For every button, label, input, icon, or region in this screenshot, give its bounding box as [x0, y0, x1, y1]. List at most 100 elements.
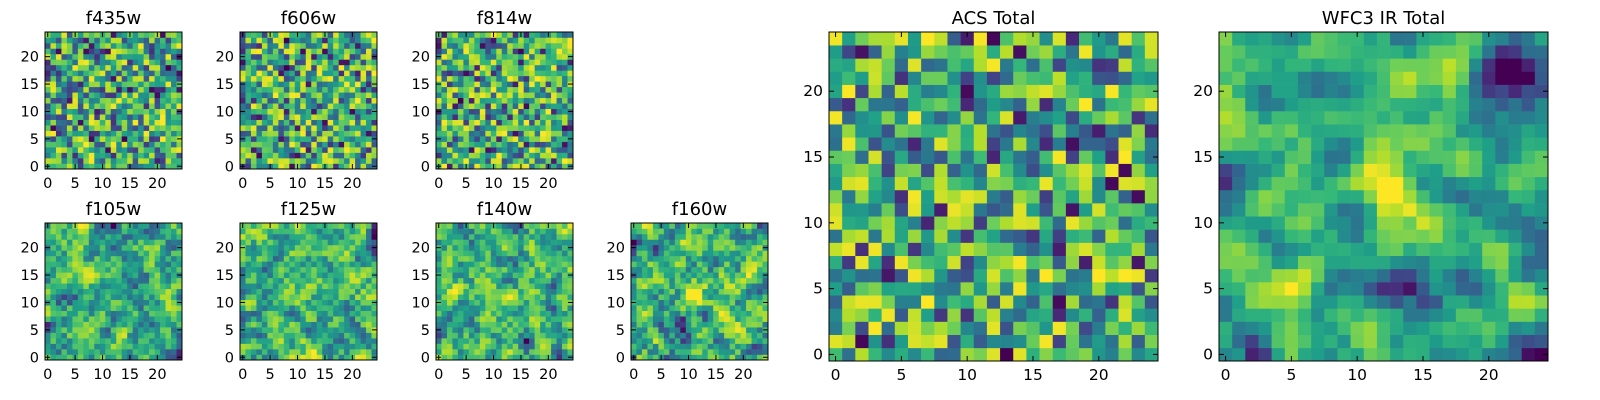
heatmap-cell	[457, 75, 464, 82]
heatmap-cell	[986, 347, 1001, 362]
heatmap-cell	[88, 327, 95, 333]
heatmap-cell	[1118, 229, 1132, 243]
heatmap-cell	[143, 250, 150, 257]
heatmap-cell	[327, 53, 334, 60]
heatmap-cells	[829, 32, 1159, 362]
heatmap-cell	[349, 59, 356, 66]
heatmap-cell	[468, 163, 475, 170]
heatmap-cell	[45, 266, 51, 273]
heatmap-cell	[567, 158, 574, 164]
heatmap-cell	[240, 86, 246, 93]
heatmap-cell	[88, 53, 95, 60]
heatmap-cell	[72, 332, 79, 339]
heatmap-cell	[55, 239, 62, 246]
heatmap-cell	[452, 305, 459, 311]
heatmap-cell	[149, 103, 155, 110]
heatmap-cell	[116, 354, 123, 361]
heatmap-cell	[333, 59, 339, 66]
heatmap-cell	[894, 308, 909, 322]
heatmap-cell	[283, 32, 290, 38]
heatmap-cell	[729, 223, 736, 229]
heatmap-cell	[349, 70, 356, 77]
heatmap-cell	[349, 294, 356, 301]
heatmap-cell	[105, 354, 112, 361]
heatmap-cell	[529, 272, 535, 279]
heatmap-cell	[105, 86, 112, 93]
heatmap-cell	[707, 294, 714, 301]
heatmap-cell	[61, 250, 68, 257]
heatmap-cell	[366, 261, 372, 268]
heatmap-cell	[143, 244, 150, 251]
heatmap-cell	[1144, 255, 1159, 270]
heatmap-cell	[110, 327, 117, 333]
heatmap-cell	[556, 59, 563, 66]
y-tick-label: 5	[225, 323, 234, 339]
heatmap-cell	[485, 59, 492, 66]
heatmap-cell	[316, 103, 323, 110]
heatmap-cell	[562, 108, 568, 115]
heatmap-cell	[463, 53, 470, 60]
heatmap-cell	[127, 305, 133, 311]
heatmap-cell	[61, 152, 68, 159]
heatmap-cell	[83, 97, 90, 104]
heatmap-cell	[240, 261, 246, 268]
x-tick-label: 5	[266, 367, 275, 383]
heatmap-cell	[1052, 321, 1067, 335]
heatmap-cell	[327, 163, 334, 170]
heatmap-cell	[960, 334, 975, 349]
heatmap-cell	[250, 48, 257, 55]
heatmap-cell	[110, 316, 117, 322]
heatmap-cell	[66, 147, 73, 153]
heatmap-cell	[333, 255, 339, 262]
heatmap-cell	[245, 163, 252, 170]
heatmap-cell	[685, 244, 692, 251]
heatmap-cell	[316, 70, 323, 77]
heatmap-cell	[529, 294, 535, 301]
heatmap-cell	[490, 343, 497, 350]
heatmap-cell	[316, 288, 323, 295]
heatmap-cell	[165, 332, 172, 339]
heatmap-cell	[333, 305, 339, 311]
heatmap-cell	[127, 277, 133, 284]
heatmap-cell	[1052, 268, 1067, 283]
heatmap-cell	[294, 70, 301, 77]
heatmap-cell	[349, 327, 356, 333]
heatmap-cell	[490, 272, 497, 279]
heatmap-cell	[256, 158, 263, 164]
heatmap-cell	[1092, 229, 1106, 243]
heatmap-cell	[468, 86, 475, 93]
heatmap-cell	[366, 64, 372, 71]
heatmap-cell	[501, 277, 508, 284]
heatmap-cell	[446, 233, 453, 240]
heatmap-cell	[305, 53, 312, 60]
heatmap-cell	[250, 255, 257, 262]
heatmap-cell	[278, 92, 285, 99]
heatmap-cell	[540, 255, 546, 262]
heatmap-cell	[45, 92, 51, 99]
heatmap-cell	[149, 114, 155, 120]
heatmap-cell	[663, 283, 670, 290]
heatmap-cell	[300, 108, 307, 115]
heatmap-cell	[562, 223, 568, 229]
heatmap-cell	[529, 103, 535, 110]
heatmap-cell	[333, 338, 339, 344]
heatmap-cell	[702, 327, 709, 333]
heatmap-cell	[160, 141, 166, 148]
heatmap-cell	[436, 277, 442, 284]
heatmap-cell	[894, 321, 909, 335]
heatmap-cell	[256, 125, 263, 131]
heatmap-cell	[986, 176, 1001, 191]
heatmap-cell	[523, 338, 530, 344]
heatmap-cell	[261, 125, 268, 131]
heatmap-cell	[121, 103, 128, 110]
heatmap-cell	[116, 81, 123, 88]
heatmap-cell	[485, 239, 492, 246]
heatmap-cell	[272, 64, 279, 71]
heatmap-cell	[446, 327, 453, 333]
heatmap-cell	[647, 338, 654, 344]
heatmap-cell	[132, 299, 139, 306]
heatmap-cell	[934, 255, 948, 270]
heatmap-cell	[707, 316, 714, 322]
heatmap-cell	[61, 64, 68, 71]
